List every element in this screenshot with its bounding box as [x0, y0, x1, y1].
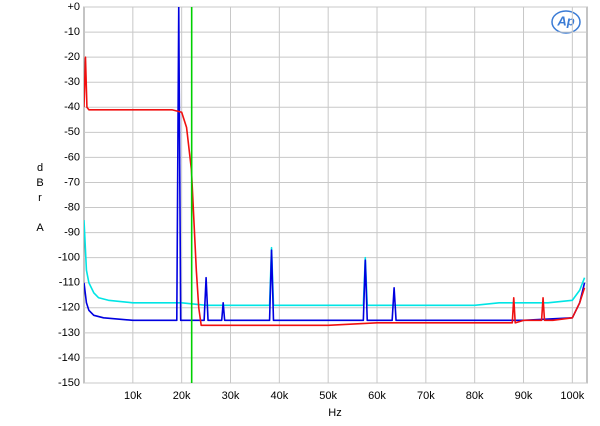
y-tick-label: -40	[64, 101, 80, 113]
x-tick-label: 60k	[368, 390, 386, 402]
y-tick-label: -30	[64, 76, 80, 88]
y-tick-label: -150	[58, 377, 80, 389]
plot-layer	[84, 7, 586, 383]
x-tick-label: 20k	[173, 390, 191, 402]
x-tick-label: 40k	[270, 390, 288, 402]
logo: Ap	[556, 13, 574, 28]
y-axis-label: B	[36, 177, 43, 189]
y-tick-label: -110	[59, 277, 80, 289]
x-axis-label: Hz	[328, 407, 341, 419]
x-tick-label: 100k	[560, 390, 584, 402]
y-tick-label: -50	[64, 126, 80, 138]
series-line	[84, 220, 586, 307]
y-tick-label: -10	[64, 26, 80, 38]
y-axis-label: d	[37, 162, 43, 174]
y-axis-label: r	[38, 192, 42, 204]
y-tick-label: -60	[64, 151, 80, 163]
x-tick-label: 30k	[222, 390, 240, 402]
y-tick-label: -140	[58, 352, 80, 364]
y-tick-label: -120	[58, 302, 80, 314]
y-tick-label: -90	[64, 227, 80, 239]
x-tick-label: 90k	[515, 390, 533, 402]
y-tick-label: -70	[64, 176, 80, 188]
y-tick-label: +0	[67, 1, 80, 13]
series-line	[84, 56, 586, 327]
series-line	[84, 7, 586, 322]
x-tick-label: 50k	[319, 390, 337, 402]
y-tick-label: -80	[64, 201, 80, 213]
y-tick-label: -100	[58, 252, 80, 264]
x-tick-label: 70k	[417, 390, 435, 402]
plot-area	[83, 6, 588, 384]
logo-ring	[551, 10, 581, 34]
x-tick-label: 10k	[124, 390, 142, 402]
x-tick-label: 80k	[466, 390, 484, 402]
y-tick-label: -20	[64, 51, 80, 63]
y-axis-label: A	[36, 222, 44, 234]
y-tick-label: -130	[58, 327, 80, 339]
